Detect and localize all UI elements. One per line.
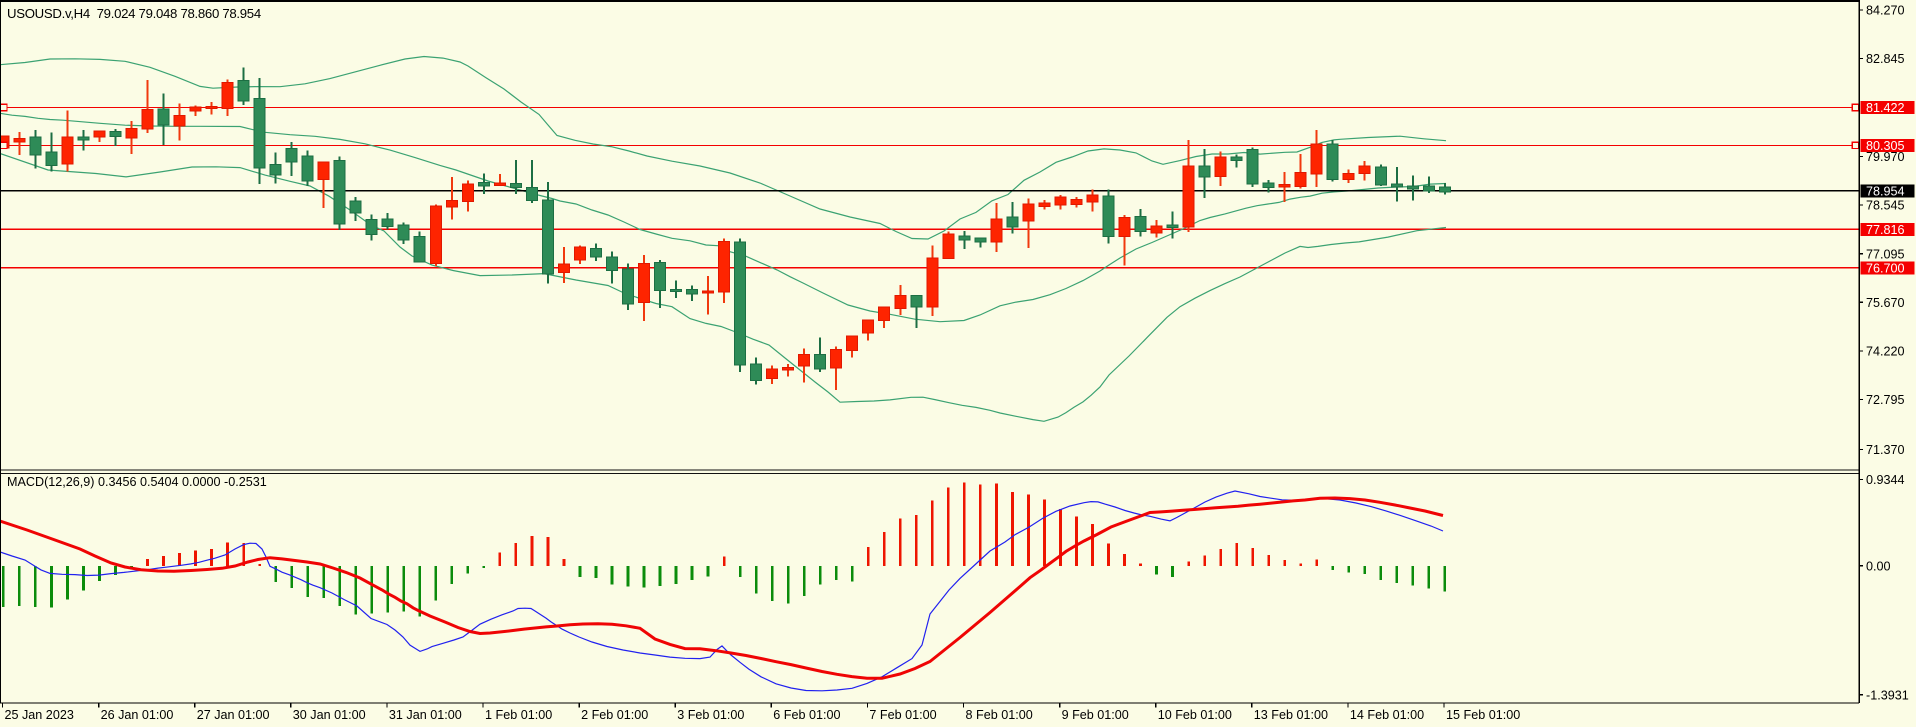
svg-text:84.270: 84.270 — [1866, 4, 1905, 18]
svg-text:9 Feb 01:00: 9 Feb 01:00 — [1062, 708, 1129, 722]
svg-text:0.9344: 0.9344 — [1866, 473, 1905, 487]
svg-text:80.305: 80.305 — [1866, 139, 1905, 153]
svg-text:75.670: 75.670 — [1866, 296, 1905, 310]
svg-text:7 Feb 01:00: 7 Feb 01:00 — [869, 708, 936, 722]
svg-text:30 Jan 01:00: 30 Jan 01:00 — [293, 708, 366, 722]
svg-text:3 Feb 01:00: 3 Feb 01:00 — [677, 708, 744, 722]
svg-text:78.954: 78.954 — [1866, 184, 1905, 198]
svg-text:MACD(12,26,9) 0.3456 0.5404 0.: MACD(12,26,9) 0.3456 0.5404 0.0000 -0.25… — [7, 475, 267, 489]
svg-text:14 Feb 01:00: 14 Feb 01:00 — [1350, 708, 1424, 722]
svg-text:74.220: 74.220 — [1866, 345, 1905, 359]
svg-text:71.370: 71.370 — [1866, 443, 1905, 457]
svg-text:81.422: 81.422 — [1866, 101, 1905, 115]
svg-text:13 Feb 01:00: 13 Feb 01:00 — [1254, 708, 1328, 722]
svg-text:31 Jan 01:00: 31 Jan 01:00 — [389, 708, 462, 722]
svg-text:-1.3931: -1.3931 — [1866, 688, 1909, 702]
svg-text:0.00: 0.00 — [1866, 560, 1891, 574]
svg-text:8 Feb 01:00: 8 Feb 01:00 — [966, 708, 1033, 722]
svg-text:82.845: 82.845 — [1866, 52, 1905, 66]
svg-text:6 Feb 01:00: 6 Feb 01:00 — [773, 708, 840, 722]
svg-text:15 Feb 01:00: 15 Feb 01:00 — [1446, 708, 1520, 722]
svg-text:10 Feb 01:00: 10 Feb 01:00 — [1158, 708, 1232, 722]
svg-text:USOUSD.v,H4 79.024 79.048 78.: USOUSD.v,H4 79.024 79.048 78.860 78.954 — [7, 6, 261, 21]
svg-text:2 Feb 01:00: 2 Feb 01:00 — [581, 708, 648, 722]
svg-text:27 Jan 01:00: 27 Jan 01:00 — [197, 708, 270, 722]
svg-text:77.816: 77.816 — [1866, 223, 1905, 237]
svg-text:1 Feb 01:00: 1 Feb 01:00 — [485, 708, 552, 722]
svg-text:26 Jan 01:00: 26 Jan 01:00 — [101, 708, 174, 722]
svg-text:76.700: 76.700 — [1866, 261, 1905, 275]
svg-text:25 Jan 2023: 25 Jan 2023 — [5, 708, 74, 722]
svg-text:79.970: 79.970 — [1866, 150, 1905, 164]
svg-text:78.545: 78.545 — [1866, 199, 1905, 213]
svg-text:77.095: 77.095 — [1866, 248, 1905, 262]
svg-text:72.795: 72.795 — [1866, 393, 1905, 407]
